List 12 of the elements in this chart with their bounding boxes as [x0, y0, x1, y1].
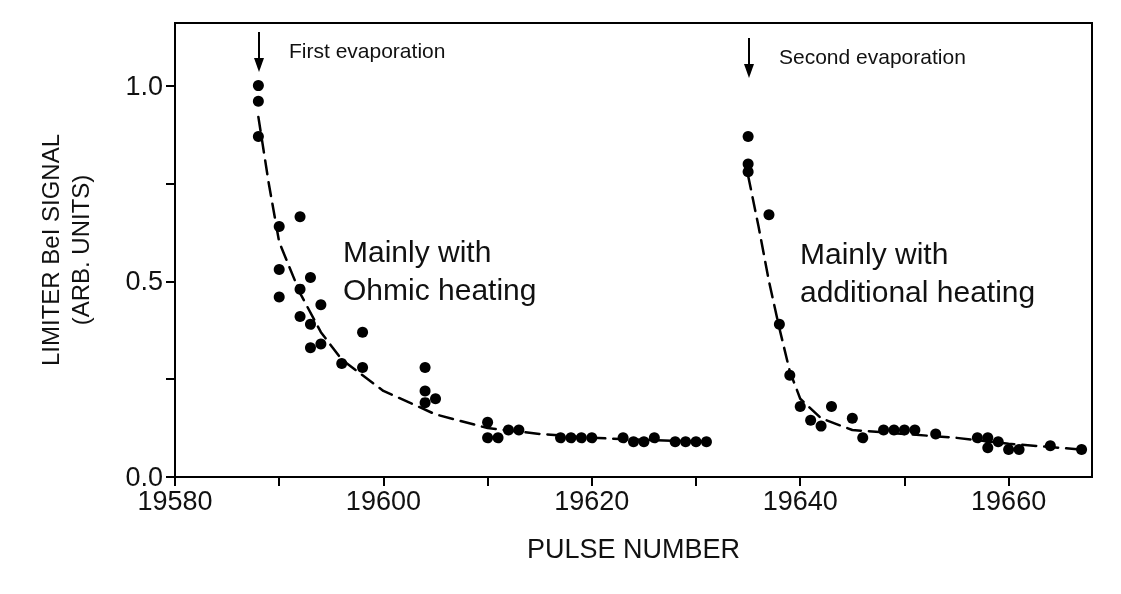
y-tick-label: 1.0 — [125, 70, 163, 101]
x-axis-title: PULSE NUMBER — [526, 533, 741, 564]
annotation: Mainly with Ohmic heating — [343, 234, 537, 306]
y-axis-title: LIMITER BeI SIGNAL (ARB. UNITS) — [36, 133, 94, 367]
annotation: First evaporation — [289, 38, 446, 62]
annotation: Mainly with additional heating — [800, 236, 1036, 308]
annotation: Second evaporation — [779, 44, 966, 68]
x-tick-label: 19660 — [971, 485, 1047, 516]
x-tick-label: 19620 — [554, 485, 630, 516]
y-tick-label: 0.5 — [125, 266, 163, 297]
x-tick-label: 19640 — [762, 485, 838, 516]
x-tick-label: 19600 — [345, 485, 421, 516]
